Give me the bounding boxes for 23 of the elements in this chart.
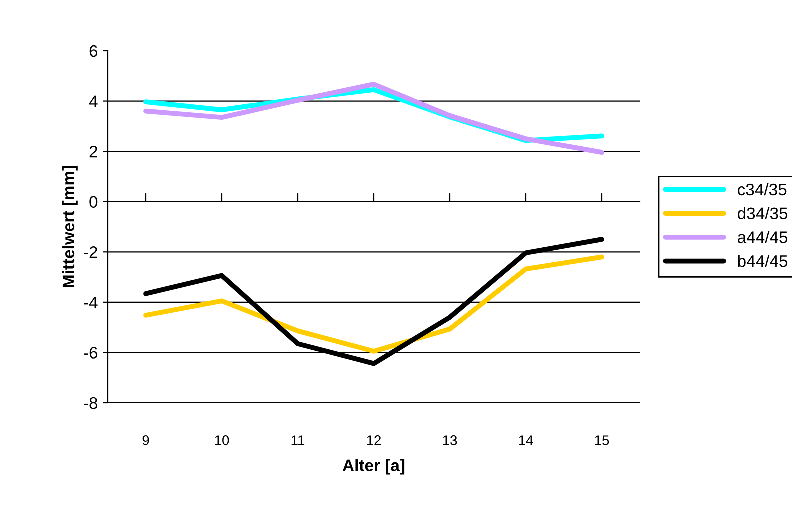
y-tick-label: -6 — [84, 347, 98, 359]
y-tick-label: 6 — [90, 45, 98, 58]
x-tick-label: 12 — [367, 436, 382, 446]
legend-label: c34/35 — [738, 183, 787, 196]
legend-label: a44/45 — [738, 231, 788, 244]
y-tick-label: 4 — [89, 96, 98, 108]
y-tick-label: -8 — [84, 397, 98, 410]
y-tick-label: -2 — [84, 246, 98, 258]
y-tick-label: 0 — [90, 196, 98, 208]
x-axis-title: Alter [a] — [342, 459, 405, 475]
line-series — [144, 254, 604, 354]
y-tick-label: -4 — [84, 297, 98, 308]
legend-label: b44/45 — [738, 255, 788, 268]
x-tick-label: 10 — [215, 436, 230, 446]
y-axis-title: Mittelwert [mm] — [62, 166, 78, 288]
y-tick-label: 2 — [90, 146, 98, 158]
x-tick-label: 11 — [292, 436, 305, 446]
line-series — [144, 82, 604, 156]
x-tick-label: 13 — [443, 436, 458, 446]
x-tick-label: 14 — [519, 436, 534, 446]
legend-label: d34/35 — [738, 207, 788, 220]
x-tick-label: 15 — [595, 436, 610, 446]
x-tick-label: 9 — [142, 436, 150, 446]
